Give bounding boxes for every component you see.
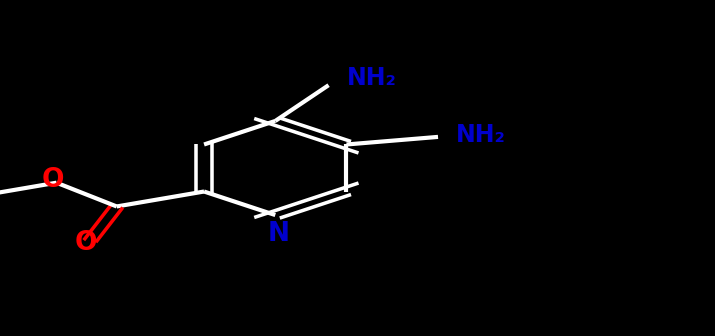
Text: O: O <box>41 167 64 193</box>
Text: O: O <box>75 230 97 256</box>
Text: NH₂: NH₂ <box>347 67 396 90</box>
Text: N: N <box>268 220 290 247</box>
Text: NH₂: NH₂ <box>456 123 506 147</box>
